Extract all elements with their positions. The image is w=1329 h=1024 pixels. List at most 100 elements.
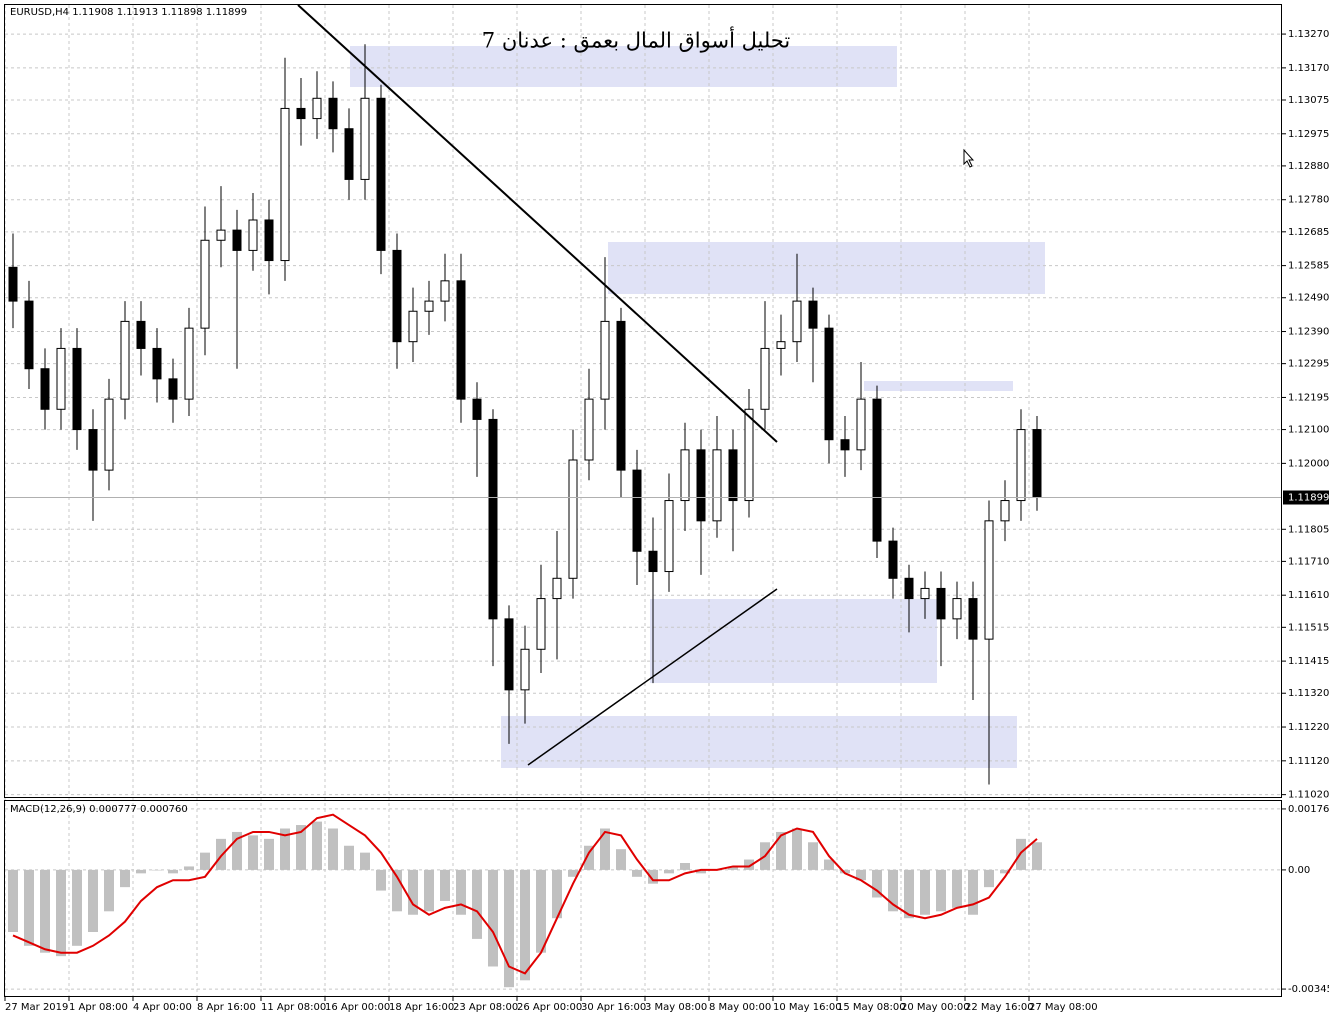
macd-bar (664, 869, 674, 874)
candle-body (248, 219, 258, 251)
x-tick-label: 3 May 08:00 (645, 1002, 707, 1013)
macd-bar (408, 869, 418, 915)
macd-bar (552, 869, 562, 919)
macd-bar (120, 869, 130, 888)
macd-bar (648, 869, 658, 884)
macd-bar (616, 849, 626, 870)
macd-bar (744, 859, 754, 870)
macd-bar (696, 869, 706, 874)
y-tick-label: 0.00 (1288, 865, 1310, 876)
candle-body (872, 398, 882, 542)
x-tick-label: 23 Apr 08:00 (453, 1002, 518, 1013)
macd-bar (504, 869, 514, 988)
macd-bar (264, 838, 274, 870)
x-tick-label: 20 May 00:00 (901, 1002, 970, 1013)
y-tick-label: 1.13170 (1288, 63, 1329, 74)
trendline (527, 588, 778, 766)
macd-bar (280, 828, 290, 870)
y-tick-label: 1.11415 (1288, 656, 1329, 667)
macd-bar (328, 828, 338, 870)
x-tick-label: 10 May 16:00 (773, 1002, 842, 1013)
candle-body (936, 587, 946, 620)
candle-body (168, 378, 178, 400)
y-tick-label: 1.11805 (1288, 524, 1329, 535)
candle-body (24, 300, 34, 370)
macd-bar (808, 842, 818, 870)
candle-body (968, 598, 978, 640)
candle-body (648, 550, 658, 573)
candle-body (1000, 500, 1010, 522)
macd-bar (168, 869, 178, 874)
candle-body (888, 540, 898, 579)
candle-body (456, 280, 466, 400)
candle-body (744, 408, 754, 502)
macd-label: MACD(12,26,9) 0.000777 0.000760 (10, 804, 188, 815)
y-tick-label: 1.13075 (1288, 95, 1329, 106)
macd-bar (392, 869, 402, 912)
macd-bar (536, 869, 546, 953)
candle-body (88, 429, 98, 471)
y-tick-label: 1.12100 (1288, 425, 1329, 436)
candle-body (776, 341, 786, 349)
candle-body (1032, 429, 1042, 499)
y-tick-label: 1.12585 (1288, 261, 1329, 272)
grid (4, 5, 1282, 996)
macd-bar (424, 869, 434, 912)
candle-body (712, 449, 722, 522)
x-tick-label: 8 May 00:00 (709, 1002, 771, 1013)
y-tick-label: -0.003454 (1288, 984, 1329, 995)
candle-body (184, 327, 194, 400)
candle-body (584, 398, 594, 461)
candle-body (472, 398, 482, 420)
y-tick-label: 1.12490 (1288, 293, 1329, 304)
macd-bar (376, 869, 386, 891)
macd-bar (792, 828, 802, 870)
macd-bar (600, 828, 610, 870)
macd-bar (344, 845, 354, 870)
candle-body (360, 97, 370, 180)
candle-body (408, 310, 418, 343)
candle-body (920, 587, 930, 600)
candle-body (1016, 429, 1026, 502)
candle-body (680, 449, 690, 502)
macd-bar (968, 869, 978, 915)
macd-bar (936, 869, 946, 912)
macd-bar (40, 869, 50, 953)
y-tick-label: 1.11220 (1288, 722, 1329, 733)
candle-body (552, 577, 562, 600)
macd-bar (216, 838, 226, 870)
y-tick-label: 1.12780 (1288, 195, 1329, 206)
candle-body (328, 97, 338, 130)
candle-body (616, 320, 626, 471)
macd-bar (920, 869, 930, 915)
x-tick-label: 26 Apr 00:00 (517, 1002, 582, 1013)
y-tick-label: 1.13270 (1288, 29, 1329, 40)
candle-body (760, 347, 770, 410)
candle-body (312, 97, 322, 120)
zone (650, 599, 937, 683)
candle-body (568, 459, 578, 579)
y-tick-label: 1.11120 (1288, 756, 1329, 767)
current-price-label: 1.11899 (1288, 493, 1329, 504)
symbol-header: EURUSD,H4 1.11908 1.11913 1.11898 1.1189… (10, 7, 247, 18)
macd-bar (72, 869, 82, 946)
macd-bar (184, 866, 194, 870)
x-tick-label: 27 May 08:00 (1029, 1002, 1098, 1013)
candle-body (376, 97, 386, 251)
trendlines (297, 4, 778, 766)
candle-body (424, 300, 434, 312)
y-tick-label: 1.12195 (1288, 392, 1329, 403)
y-tick-label: 1.11710 (1288, 556, 1329, 567)
candle-body (504, 618, 514, 691)
candle-body (664, 500, 674, 573)
candle-body (216, 229, 226, 241)
candle-body (824, 327, 834, 441)
candle-body (152, 347, 162, 380)
candle-body (696, 449, 706, 522)
candle-body (72, 347, 82, 431)
macd-bar (152, 869, 162, 871)
y-tick-label: 1.11610 (1288, 590, 1329, 601)
candle-body (488, 418, 498, 620)
candle-body (104, 398, 114, 471)
macd-bar (632, 869, 642, 877)
